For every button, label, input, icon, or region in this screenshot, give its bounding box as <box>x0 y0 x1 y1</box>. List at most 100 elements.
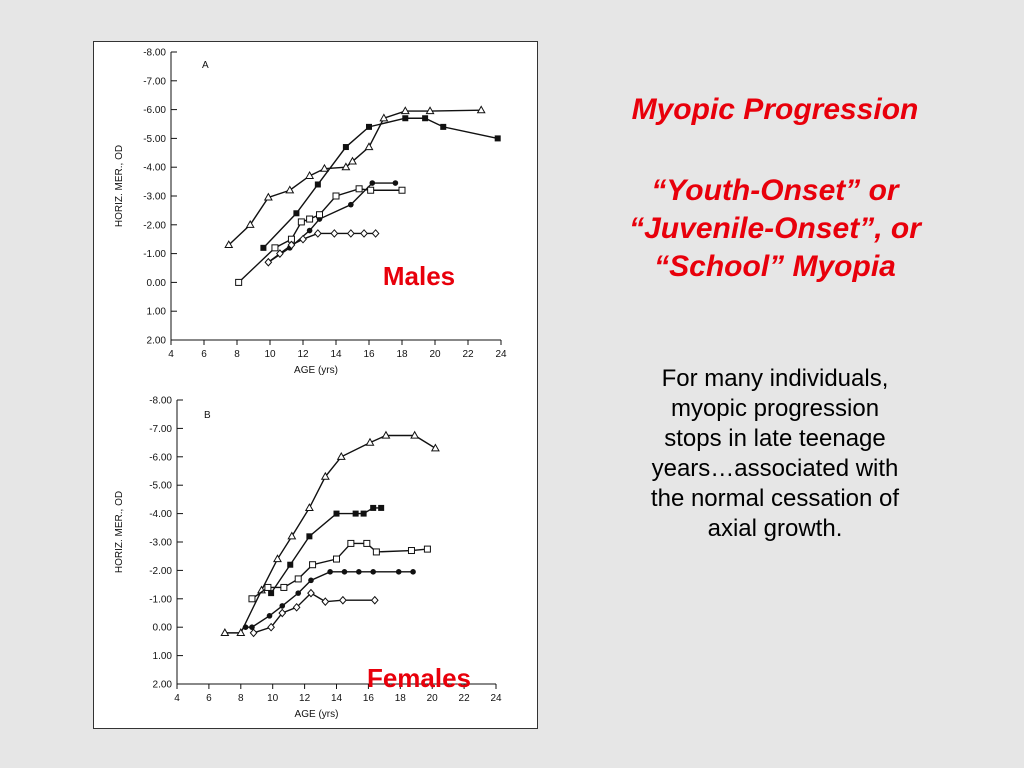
males-y-tick-label: -5.00 <box>143 134 166 145</box>
males-point-open-triangle <box>348 156 357 165</box>
females-point-open-square <box>347 539 355 547</box>
females-x-axis-title: AGE (yrs) <box>295 709 339 720</box>
females-point-open-diamond <box>370 595 379 605</box>
females-point-open-diamond <box>278 608 287 618</box>
males-x-axis-title: AGE (yrs) <box>294 365 338 376</box>
males-point-open-triangle <box>305 171 315 179</box>
males-y-tick-label: -7.00 <box>143 76 166 87</box>
males-point-open-triangle <box>379 113 389 122</box>
males-point-open-square <box>332 192 340 200</box>
females-point-filled-circle <box>295 590 302 596</box>
chart-males: -8.00 -7.00 -6.00 -5.00 -4.00 -3.00 -2.00 -1.00… <box>114 48 507 377</box>
females-point-filled-circle <box>356 569 362 575</box>
females-point-filled-circle <box>242 624 249 630</box>
males-point-open-square <box>355 185 363 193</box>
males-x-tick-label: 18 <box>396 349 408 360</box>
females-point-filled-square <box>370 504 377 511</box>
females-point-open-diamond <box>267 622 275 632</box>
males-y-axis-title: HORIZ. MER., OD <box>114 145 125 227</box>
females-point-open-triangle <box>220 628 230 636</box>
males-y-tick-label: 1.00 <box>147 307 167 318</box>
chart-females: -8.00 -7.00 -6.00 -5.00 -4.00 -3.00 -2.00 -1.00… <box>114 396 502 721</box>
males-x-tick-label: 4 <box>168 349 174 360</box>
females-point-filled-square <box>352 510 359 517</box>
males-series-open-triangle-line <box>228 109 482 246</box>
females-point-filled-circle <box>279 603 286 609</box>
figure-panel: -8.00 -7.00 -6.00 -5.00 -4.00 -3.00 -2.00 -1.00… <box>93 41 538 729</box>
females-y-tick-label: -7.00 <box>149 424 172 435</box>
females-point-open-square <box>372 548 380 556</box>
males-series-open-square-line <box>238 188 402 283</box>
males-point-open-diamond <box>330 229 339 238</box>
males-x-tick-label: 16 <box>363 349 375 360</box>
males-point-open-triangle <box>364 142 374 151</box>
females-x-tick-label: 6 <box>206 693 212 704</box>
males-y-tick-label: 0.00 <box>147 278 167 289</box>
males-point-filled-circle <box>392 180 399 186</box>
females-point-filled-circle <box>327 569 333 575</box>
females-point-open-square <box>264 583 272 591</box>
males-overlay-label: Males <box>383 261 455 291</box>
females-point-filled-circle <box>395 569 402 575</box>
slide-text-column: Myopic Progression “Youth-Onset” or “Juv… <box>560 92 990 544</box>
males-point-open-square <box>271 244 279 252</box>
females-y-axis-title: HORIZ. MER., OD <box>114 491 125 573</box>
females-y-tick-label: -6.00 <box>149 452 172 463</box>
slide-title: Myopic Progression <box>631 93 919 126</box>
males-point-filled-square <box>366 123 372 130</box>
slide-body-text: For many individuals, myopic progression… <box>650 365 900 542</box>
females-series-open-triangle-line <box>224 434 436 634</box>
males-y-tick-label: -4.00 <box>143 163 166 174</box>
females-y-tick-label: -2.00 <box>149 566 172 577</box>
females-point-filled-circle <box>308 577 314 584</box>
males-y-tick-label: -3.00 <box>143 192 166 203</box>
females-point-open-triangle <box>320 471 330 480</box>
females-point-open-square <box>280 583 288 591</box>
females-y-tick-label: 2.00 <box>153 680 173 691</box>
males-point-open-square <box>235 278 243 286</box>
females-x-tick-label: 10 <box>267 693 279 704</box>
females-point-open-triangle <box>336 451 346 460</box>
males-point-open-square <box>306 215 314 223</box>
females-point-open-triangle <box>410 430 420 439</box>
males-x-tick-label: 10 <box>264 349 276 360</box>
females-point-open-triangle <box>236 628 246 636</box>
females-point-open-square <box>333 555 340 563</box>
males-x-tick-label: 12 <box>297 349 309 360</box>
females-x-tick-label: 16 <box>363 693 375 704</box>
males-point-filled-square <box>342 144 349 151</box>
males-point-open-square <box>316 211 323 219</box>
females-point-open-triangle <box>430 443 440 452</box>
males-point-filled-square <box>314 181 321 188</box>
females-y-tick-label: -4.00 <box>149 509 172 520</box>
females-point-filled-circle <box>410 569 416 575</box>
males-point-open-square <box>297 218 305 226</box>
females-y-tick-label: -5.00 <box>149 481 172 492</box>
females-y-tick-label: -8.00 <box>149 396 172 407</box>
females-x-tick-label: 8 <box>238 693 244 704</box>
males-point-filled-circle <box>369 180 376 186</box>
males-point-filled-square <box>293 210 300 217</box>
females-x-tick-label: 18 <box>395 693 407 704</box>
females-point-open-triangle <box>304 503 314 512</box>
females-point-filled-circle <box>341 569 348 575</box>
females-point-open-diamond <box>321 597 330 606</box>
males-point-open-diamond <box>276 249 284 258</box>
females-point-filled-circle <box>249 624 255 630</box>
females-point-open-diamond <box>307 588 315 598</box>
females-point-open-triangle <box>273 554 282 563</box>
males-panel-label: A <box>202 60 209 71</box>
females-point-filled-square <box>360 510 367 517</box>
males-point-open-diamond <box>313 229 322 238</box>
females-series-filled-circle-line <box>245 571 414 628</box>
females-point-filled-circle <box>370 569 376 575</box>
males-point-filled-square <box>422 115 429 122</box>
males-point-open-triangle <box>425 106 435 115</box>
males-point-open-triangle <box>476 105 486 114</box>
females-point-open-triangle <box>381 430 391 439</box>
females-point-open-square <box>423 545 431 553</box>
males-point-filled-square <box>494 135 501 142</box>
males-point-filled-square <box>260 244 267 251</box>
females-series-filled-square-line <box>270 507 382 594</box>
males-point-open-triangle <box>400 106 410 115</box>
